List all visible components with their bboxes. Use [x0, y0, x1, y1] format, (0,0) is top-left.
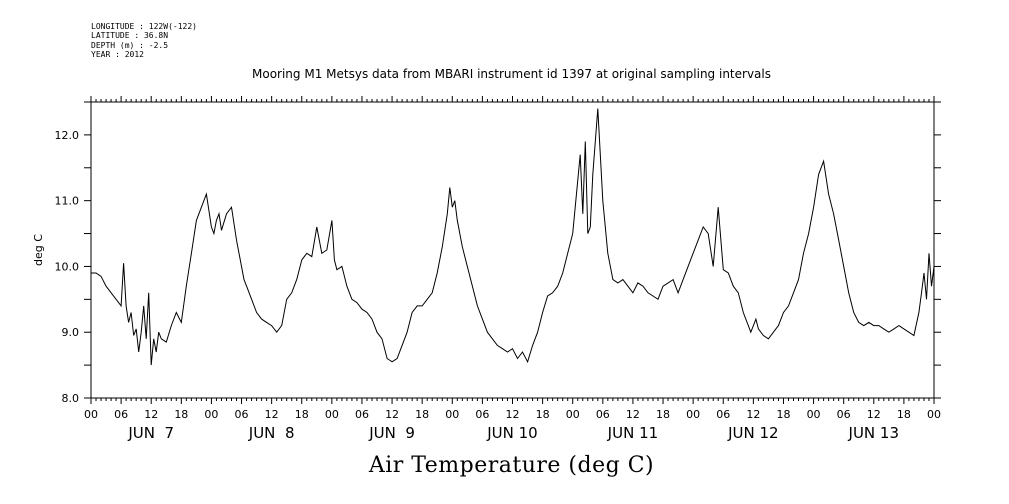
x-tick-label: 00	[927, 408, 941, 421]
x-tick-label: 00	[566, 408, 580, 421]
x-tick-label: 18	[174, 408, 188, 421]
x-tick-label: 12	[626, 408, 640, 421]
x-tick-label: 18	[415, 408, 429, 421]
x-tick-label: 00	[325, 408, 339, 421]
x-tick-label: 12	[385, 408, 399, 421]
y-tick-label: 10.0	[55, 260, 80, 273]
longitude-label: LONGITUDE : 122W(-122)	[91, 22, 197, 31]
day-label: JUN 8	[248, 424, 295, 442]
x-tick-label: 00	[807, 408, 821, 421]
day-labels: JUN 7 JUN 8 JUN 9 JUN 10 JUN 11 JUN 12 JUN 13	[127, 424, 899, 442]
x-tick-labels: 00 06 12 18 00 06 12 18 00 06 12 18 00 06 12 18 00 06 12 18…	[84, 408, 941, 421]
day-label: JUN 9	[368, 424, 415, 442]
x-tick-label: 12	[506, 408, 520, 421]
x-tick-label: 06	[716, 408, 730, 421]
x-tick-label: 12	[746, 408, 760, 421]
y-tick-labels: 8.0 9.0 10.0 11.0 12.0	[55, 129, 80, 405]
tick-marks	[84, 96, 941, 404]
x-tick-label: 00	[445, 408, 459, 421]
variable-title: Air Temperature (deg C)	[368, 453, 655, 478]
y-tick-label: 8.0	[62, 392, 80, 405]
x-tick-label: 06	[114, 408, 128, 421]
y-tick-label: 11.0	[55, 195, 80, 208]
plot-frame	[90, 101, 935, 399]
x-tick-label: 06	[235, 408, 249, 421]
x-tick-label: 18	[295, 408, 309, 421]
x-tick-label: 00	[204, 408, 218, 421]
depth-label: DEPTH (m) : -2.5	[91, 40, 169, 50]
chart-title: Mooring M1 Metsys data from MBARI instru…	[252, 67, 771, 81]
x-tick-label: 18	[776, 408, 790, 421]
x-tick-label: 12	[265, 408, 279, 421]
day-label: JUN 10	[486, 424, 537, 442]
y-tick-label: 12.0	[55, 129, 80, 142]
year-label: YEAR : 2012	[91, 49, 144, 59]
x-tick-label: 12	[144, 408, 158, 421]
x-tick-label: 06	[837, 408, 851, 421]
air-temperature-line	[91, 108, 935, 366]
x-tick-label: 00	[84, 408, 98, 421]
y-tick-label: 9.0	[62, 326, 80, 339]
day-label: JUN 11	[607, 424, 658, 442]
x-tick-label: 18	[536, 408, 550, 421]
latitude-label: LATITUDE : 36.8N	[91, 31, 169, 41]
y-axis-label: deg C	[32, 234, 45, 266]
station-metadata: LONGITUDE : 122W(-122) LATITUDE : 36.8N …	[91, 22, 197, 59]
day-label: JUN 13	[848, 424, 899, 442]
x-tick-label: 18	[897, 408, 911, 421]
day-label: JUN 12	[727, 424, 778, 442]
day-label: JUN 7	[127, 424, 174, 442]
x-tick-label: 18	[656, 408, 670, 421]
x-tick-label: 06	[475, 408, 489, 421]
x-tick-label: 06	[355, 408, 369, 421]
x-tick-label: 06	[596, 408, 610, 421]
x-tick-label: 00	[686, 408, 700, 421]
x-tick-label: 12	[867, 408, 881, 421]
